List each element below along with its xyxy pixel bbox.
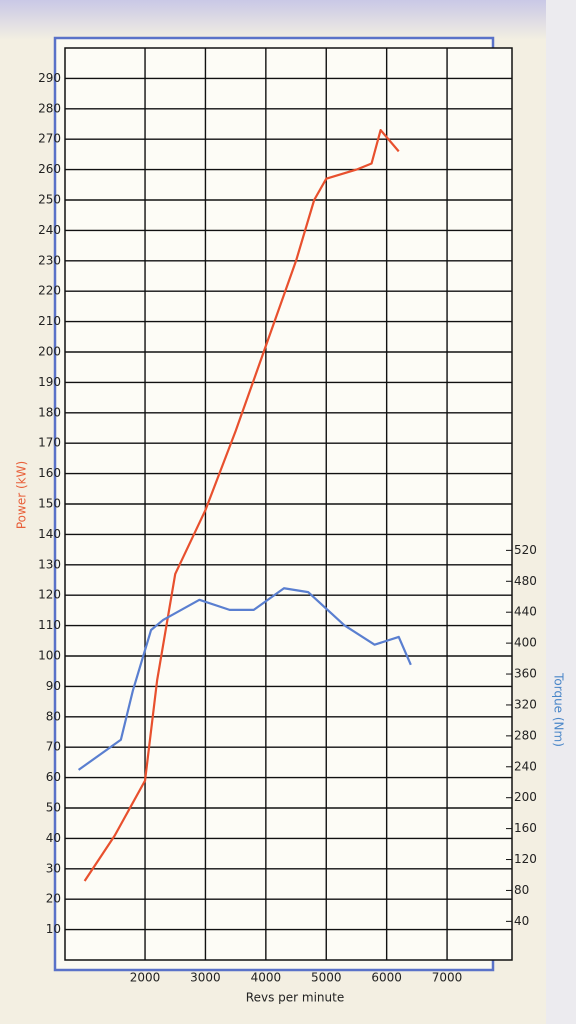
y-tick-label: 260 xyxy=(38,162,61,176)
y2-tick-label: 120 xyxy=(514,852,537,866)
y2-tick-label: 240 xyxy=(514,759,537,773)
y-tick-label: 290 xyxy=(38,71,61,85)
y-tick-label: 200 xyxy=(38,345,61,359)
y2-tick-label: 40 xyxy=(514,914,529,928)
y-tick-label: 280 xyxy=(38,101,61,115)
data-line xyxy=(83,128,400,882)
page-edge xyxy=(546,0,576,1024)
y2-axis-title: Torque (Nm) xyxy=(552,672,566,747)
y2-tick-label: 480 xyxy=(514,574,537,588)
y-tick-label: 50 xyxy=(46,801,61,815)
y-tick-label: 20 xyxy=(46,892,61,906)
y-tick-label: 180 xyxy=(38,405,61,419)
y-tick-label: 230 xyxy=(38,253,61,267)
y-tick-label: 30 xyxy=(46,861,61,875)
x-tick-label: 2000 xyxy=(130,971,161,985)
y-tick-label: 240 xyxy=(38,223,61,237)
x-tick-label: 6000 xyxy=(371,971,402,985)
y2-tick-label: 320 xyxy=(514,697,537,711)
x-tick-label: 5000 xyxy=(311,971,342,985)
y-tick-label: 100 xyxy=(38,649,61,663)
y-tick-label: 80 xyxy=(46,709,61,723)
y2-tick-label: 520 xyxy=(514,543,537,557)
y2-tick-label: 160 xyxy=(514,821,537,835)
x-tick-label: 4000 xyxy=(251,971,282,985)
x-tick-label: 3000 xyxy=(190,971,221,985)
y-tick-label: 120 xyxy=(38,588,61,602)
y-tick-label: 250 xyxy=(38,193,61,207)
y2-tick-label: 200 xyxy=(514,790,537,804)
scan-edge xyxy=(0,0,576,40)
y-tick-label: 130 xyxy=(38,557,61,571)
y-tick-label: 70 xyxy=(46,740,61,754)
y-tick-label: 160 xyxy=(38,466,61,480)
x-axis-title: Revs per minute xyxy=(246,991,344,1005)
y-tick-label: 220 xyxy=(38,284,61,298)
y-axis-title: Power (kW) xyxy=(15,461,29,529)
x-tick-label: 7000 xyxy=(432,971,463,985)
y-tick-label: 40 xyxy=(46,831,61,845)
y2-tick-label: 400 xyxy=(514,636,537,650)
y-tick-label: 10 xyxy=(46,922,61,936)
y2-tick-label: 280 xyxy=(514,728,537,742)
y2-tick-label: 440 xyxy=(514,605,537,619)
y-tick-label: 150 xyxy=(38,497,61,511)
y-tick-label: 210 xyxy=(38,314,61,328)
y-tick-label: 110 xyxy=(38,618,61,632)
y-tick-label: 270 xyxy=(38,132,61,146)
y2-tick-label: 360 xyxy=(514,667,537,681)
y-tick-label: 170 xyxy=(38,436,61,450)
y-tick-label: 60 xyxy=(46,770,61,784)
y-tick-label: 90 xyxy=(46,679,61,693)
data-line xyxy=(77,587,412,771)
y-tick-label: 190 xyxy=(38,375,61,389)
y2-tick-label: 80 xyxy=(514,883,529,897)
y-tick-label: 140 xyxy=(38,527,61,541)
